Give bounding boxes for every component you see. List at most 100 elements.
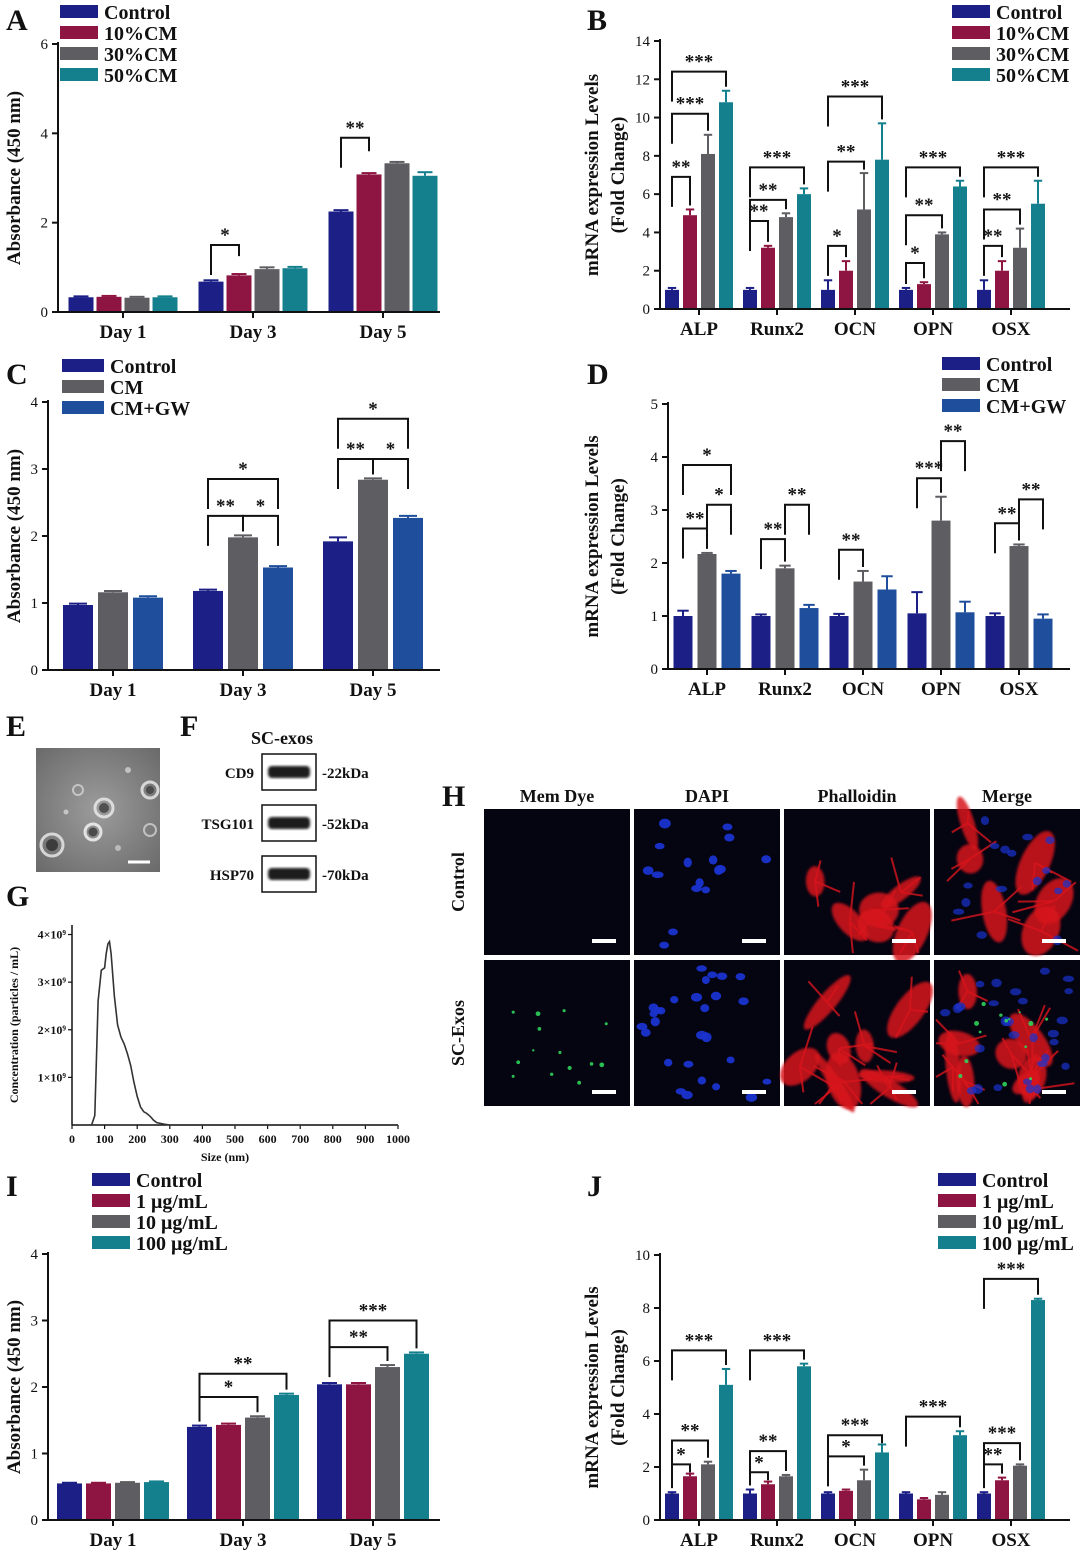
panel-letter-f: F [180,710,198,743]
dapi-nucleus [659,941,670,949]
x-tick-label: OSX [999,679,1038,700]
x-tick-label: 0 [69,1132,75,1146]
phalloidin-fiber [888,1062,898,1089]
y-tick-label: 0 [643,1513,651,1529]
legend-swatch [92,1236,130,1249]
dapi-nucleus [700,1004,710,1013]
exosome-signal [558,1050,562,1055]
bar-c-cm-0 [98,592,128,670]
y-tick-label: 0 [31,1513,39,1529]
blot-title: SC-exos [251,728,313,748]
phalloidin-fiber [1025,1053,1038,1083]
y-tick-label: 2 [643,264,651,280]
exosome-signal [999,1013,1003,1017]
bar-d-control-1 [751,616,771,669]
significance-bracket [749,219,769,251]
significance-bracket [905,214,943,246]
significance-label: ** [349,1327,368,1348]
dapi-nucleus [675,1088,687,1095]
significance-bracket [827,95,883,127]
dapi-nucleus [1039,967,1050,975]
exosome-signal [978,1030,982,1034]
significance-bracket [784,503,810,535]
phalloidin-fiber [966,810,970,824]
significance-label: *** [988,1423,1017,1444]
phalloidin-fiber [838,1047,866,1067]
x-tick-label: 400 [193,1132,211,1146]
dapi-nucleus [1062,975,1075,982]
significance-label: ** [998,503,1017,524]
significance-label: *** [997,1259,1026,1280]
bar-c-cmgw-2 [393,517,423,670]
bar-b-control-4 [977,289,991,309]
dapi-nucleus [668,928,678,936]
dapi-nucleus [993,1084,1003,1092]
bar-d-cmgw-2 [877,589,897,669]
bar-b-30cm-4 [1013,247,1027,309]
significance-bracket [749,166,805,198]
y-tick-label: 2 [31,1380,39,1396]
blot-kda-label: -52kDa [322,817,369,833]
significance-bracket [827,244,847,276]
significance-label: *** [763,147,792,168]
phalloidin-fiber [885,1075,910,1081]
exosome-signal [1028,1021,1034,1027]
y-tick-label: 2 [31,529,39,545]
dapi-nucleus [690,992,703,1002]
y-tick-label: 4 [643,225,651,241]
dapi-nucleus [691,884,702,893]
bar-a-50cm-2 [412,175,438,312]
chart-c-cck8-gw: 0 1 2 3 4 Day 1 Day 3 Day 5 Absorbance (450 nm) C… [4,356,440,701]
bar-j-1gml-4 [995,1480,1009,1520]
chart-i-cck8-exos: 0 1 2 3 4 Day 1 Day 3 Day 5 Absorbance (450 nm) C… [4,1170,440,1551]
bar-j-control-3 [899,1493,913,1520]
bar-d-control-2 [829,616,849,669]
legend-swatch [952,47,990,60]
y-tick-label: 6 [643,1354,651,1370]
panel-letter-h: H [442,780,465,813]
legend-label: 50%CM [996,65,1069,87]
phalloidin-fiber [951,822,968,834]
phalloidin-fiber [1007,918,1042,932]
significance-bracket [905,1415,961,1447]
x-tick-label: Day 1 [90,680,137,701]
significance-bracket [372,457,409,489]
phalloidin-fiber [946,858,971,882]
bar-j-1gml-2 [839,1490,853,1520]
y-tick-label: 12 [635,72,650,88]
y-axis-title: Absorbance (450 nm) [4,1300,25,1474]
bar-j-control-2 [821,1493,835,1520]
y-axis-subtitle: (Fold Change) [608,1329,629,1446]
legend-swatch [60,5,98,18]
significance-bracket [983,1463,1003,1489]
phalloidin-fiber [853,1011,866,1047]
dapi-nucleus [976,931,987,939]
bar-b-10cm-2 [839,270,853,309]
legend-label: CM [110,377,143,399]
panel-letter-c: C [6,358,28,391]
phalloidin-fiber [798,1066,805,1093]
y-tick-label: 0 [41,305,49,321]
significance-label: * [910,243,920,264]
phalloidin-fiber [1017,1008,1032,1041]
column-label: Mem Dye [520,786,594,806]
phalloidin-fiber [869,1087,890,1105]
dapi-nucleus [701,886,710,894]
legend-swatch [62,359,104,372]
phalloidin-fiber [833,1082,843,1105]
legend-label: 10%CM [996,23,1069,45]
panel-letter-d: D [587,358,609,391]
bar-j-10gml-3 [935,1494,949,1520]
y-axis-title: mRNA expression Levels [582,1286,603,1488]
bar-d-control-0 [673,616,693,669]
dapi-nucleus [656,1007,666,1015]
significance-label: ** [837,142,856,163]
bar-a-10cm-1 [226,275,252,312]
bar-i-100gml-0 [144,1482,169,1520]
exosome-signal [1008,1018,1011,1021]
row-label: Control [448,852,468,912]
x-tick-label: 200 [128,1132,146,1146]
significance-label: ** [759,180,778,201]
significance-bracket [242,514,279,546]
phalloidin-fiber [848,921,854,954]
